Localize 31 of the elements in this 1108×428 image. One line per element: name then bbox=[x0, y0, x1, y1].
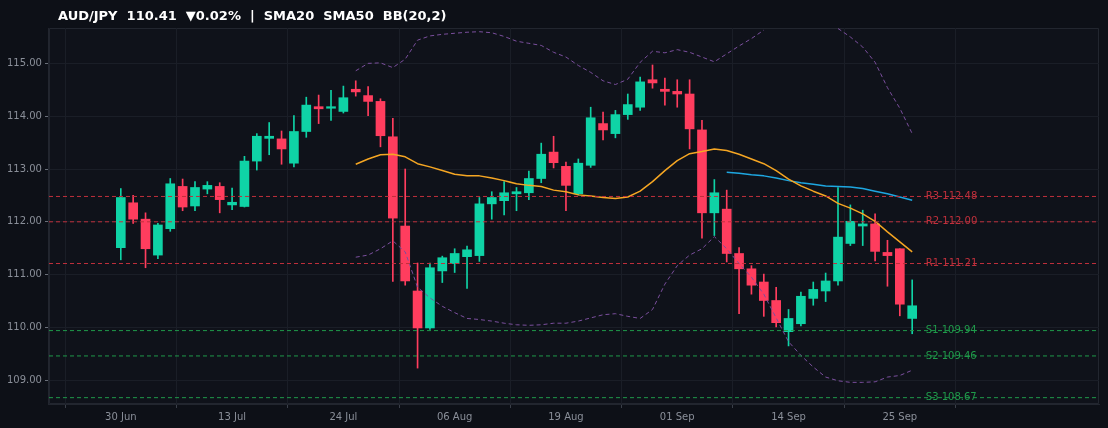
y-tick-label: 110.00 bbox=[6, 321, 42, 333]
y-tick-label: 111.00 bbox=[6, 268, 42, 280]
y-tick-label: 112.00 bbox=[6, 215, 42, 227]
ref-line-label: S1 109.94 bbox=[925, 324, 977, 336]
candlestick bbox=[672, 79, 683, 108]
candlestick bbox=[462, 245, 472, 289]
candlestick bbox=[350, 80, 361, 97]
y-tick-label: 115.00 bbox=[6, 56, 42, 68]
y-tick-label: 113.00 bbox=[6, 162, 42, 174]
y-tick-label: 114.00 bbox=[6, 109, 42, 121]
y-tick-label: 109.00 bbox=[6, 373, 42, 385]
candlestick bbox=[363, 86, 373, 116]
ref-line-label: R2 112.00 bbox=[925, 215, 978, 227]
x-tick-label: 25 Sep bbox=[882, 410, 918, 422]
ref-line-label: S2 109.46 bbox=[925, 349, 977, 361]
candlestick bbox=[227, 187, 237, 210]
ref-line-label: R3 112.48 bbox=[925, 190, 978, 202]
x-tick-label: 19 Aug bbox=[548, 410, 584, 422]
x-tick-label: 06 Aug bbox=[436, 410, 473, 422]
ref-line-label: S3 108.67 bbox=[925, 391, 977, 403]
line-series bbox=[355, 236, 913, 383]
x-tick-label: 24 Jul bbox=[329, 410, 358, 422]
candlestick bbox=[264, 122, 275, 156]
x-tick-label: 14 Sep bbox=[771, 410, 806, 422]
candlestick bbox=[326, 89, 336, 121]
x-tick-label: 01 Sep bbox=[659, 410, 695, 422]
x-tick-label: 13 Jul bbox=[218, 410, 247, 422]
candlestick bbox=[660, 77, 670, 106]
chart-title: AUD/JPY 110.41 ▼0.02% | SMA20 SMA50 BB(20,2) bbox=[58, 8, 447, 23]
candlestick bbox=[734, 247, 744, 315]
x-tick-label: 30 Jun bbox=[105, 410, 137, 422]
